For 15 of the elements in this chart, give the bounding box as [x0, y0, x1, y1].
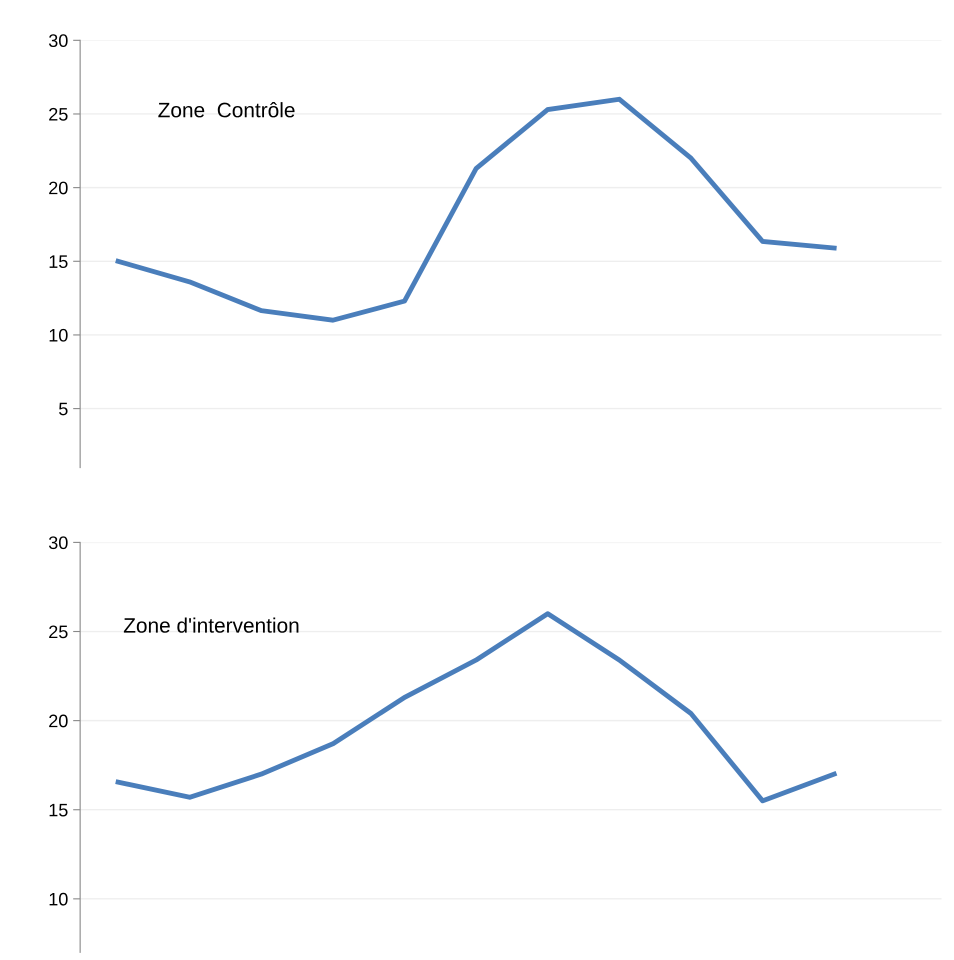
- annotation: Zone d'intervention: [124, 617, 298, 633]
- y-tick-label: 30: [48, 536, 68, 550]
- line-series: [116, 611, 837, 804]
- y-tick-label: 25: [49, 108, 68, 121]
- line-series: [116, 96, 837, 323]
- annotation: Zone Contrôle: [158, 102, 295, 118]
- y-tick-label: 20: [49, 714, 68, 728]
- y-tick-label: 30: [48, 34, 68, 48]
- y-tick-label: 15: [50, 804, 68, 816]
- y-tick-label: 20: [49, 182, 68, 194]
- y-tick-label: 5: [59, 402, 68, 416]
- y-tick-label: 10: [50, 328, 68, 342]
- y-tick-label: 25: [49, 625, 68, 638]
- y-tick-label: 10: [50, 892, 68, 906]
- y-tick-label: 15: [50, 255, 68, 268]
